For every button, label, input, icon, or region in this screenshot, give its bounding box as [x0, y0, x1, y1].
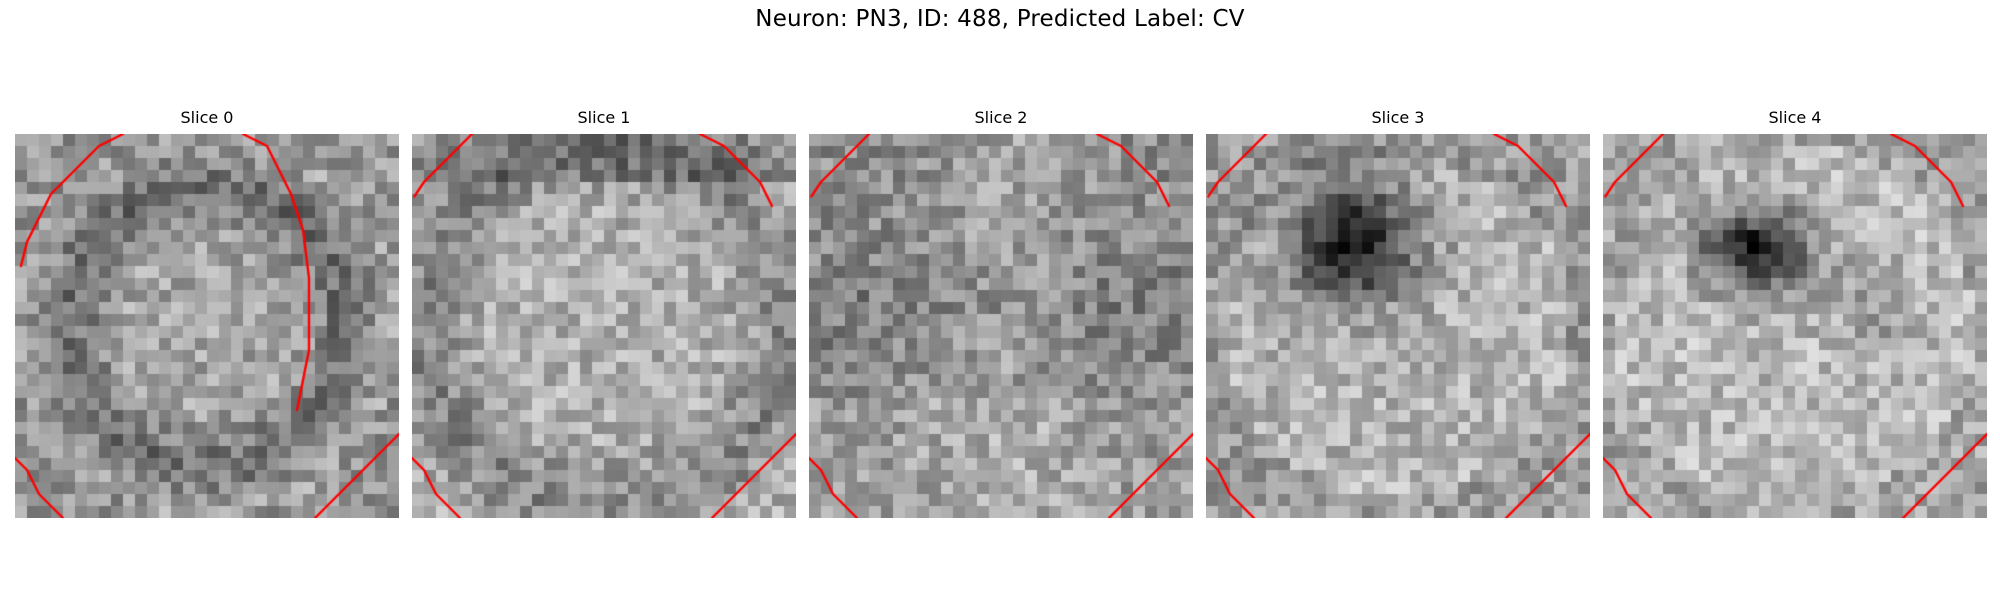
slice-image-0	[15, 134, 399, 518]
slice-image-1	[412, 134, 796, 518]
slice-image-4	[1603, 134, 1987, 518]
slice-image-2	[809, 134, 1193, 518]
slice-title: Slice 4	[1768, 108, 1822, 127]
slice-title: Slice 3	[1371, 108, 1425, 127]
slice-title: Slice 0	[180, 108, 234, 127]
figure-title: Neuron: PN3, ID: 488, Predicted Label: C…	[755, 6, 1245, 32]
slice-title: Slice 2	[974, 108, 1028, 127]
slice-image-3	[1206, 134, 1590, 518]
slice-title: Slice 1	[577, 108, 631, 127]
